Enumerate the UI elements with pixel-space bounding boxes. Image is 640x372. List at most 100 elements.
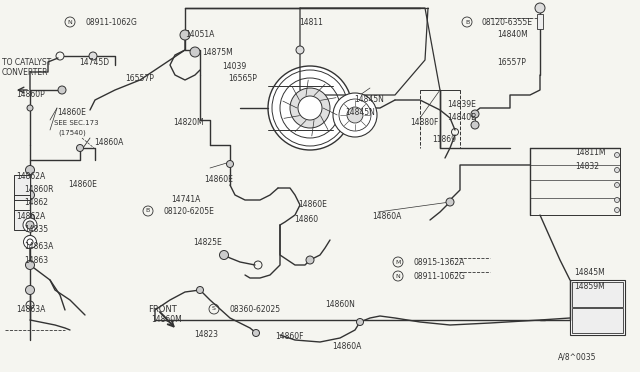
Circle shape bbox=[26, 214, 35, 222]
Text: N: N bbox=[68, 19, 72, 25]
Text: 14745D: 14745D bbox=[79, 58, 109, 67]
Text: 14811M: 14811M bbox=[575, 148, 605, 157]
Bar bbox=[14, 210, 30, 230]
Circle shape bbox=[290, 88, 330, 128]
Text: 14862A: 14862A bbox=[16, 172, 45, 181]
Text: 14860E: 14860E bbox=[57, 108, 86, 117]
Text: S: S bbox=[212, 307, 216, 311]
Circle shape bbox=[333, 93, 377, 137]
Text: 14875M: 14875M bbox=[202, 48, 233, 57]
Text: 14860E: 14860E bbox=[68, 180, 97, 189]
Circle shape bbox=[227, 160, 234, 167]
Circle shape bbox=[347, 107, 363, 123]
Text: 14840M: 14840M bbox=[497, 30, 528, 39]
Bar bbox=[572, 282, 623, 307]
Circle shape bbox=[27, 105, 33, 111]
Text: 14860A: 14860A bbox=[332, 342, 362, 351]
Text: 08915-1362A: 08915-1362A bbox=[413, 258, 465, 267]
Circle shape bbox=[89, 52, 97, 60]
Circle shape bbox=[196, 286, 204, 294]
Circle shape bbox=[26, 190, 35, 199]
Text: 14840B: 14840B bbox=[447, 113, 476, 122]
Circle shape bbox=[471, 121, 479, 129]
Circle shape bbox=[614, 198, 620, 202]
Text: 14859M: 14859M bbox=[574, 282, 605, 291]
Text: 16557P: 16557P bbox=[497, 58, 526, 67]
Text: 08120-6205E: 08120-6205E bbox=[163, 207, 214, 216]
Text: B: B bbox=[146, 208, 150, 214]
Circle shape bbox=[296, 46, 304, 54]
Text: 14860A: 14860A bbox=[94, 138, 124, 147]
Text: 14811: 14811 bbox=[299, 18, 323, 27]
Text: 14820M: 14820M bbox=[173, 118, 204, 127]
Text: 14862: 14862 bbox=[24, 198, 48, 207]
Text: 16557P: 16557P bbox=[125, 74, 154, 83]
Text: B: B bbox=[465, 19, 469, 25]
Bar bbox=[14, 175, 30, 200]
Text: TO CATALYST: TO CATALYST bbox=[2, 58, 51, 67]
Bar bbox=[14, 195, 30, 215]
Text: 14860M: 14860M bbox=[151, 315, 182, 324]
Text: 16565P: 16565P bbox=[228, 74, 257, 83]
Text: 14835: 14835 bbox=[24, 225, 48, 234]
Text: 14845N: 14845N bbox=[354, 95, 384, 104]
Text: M: M bbox=[396, 260, 401, 264]
Circle shape bbox=[471, 110, 479, 118]
Circle shape bbox=[535, 3, 545, 13]
Text: 14825E: 14825E bbox=[193, 238, 221, 247]
Circle shape bbox=[446, 198, 454, 206]
Circle shape bbox=[220, 250, 228, 260]
Circle shape bbox=[298, 96, 322, 120]
Circle shape bbox=[190, 47, 200, 57]
Circle shape bbox=[26, 221, 34, 229]
Circle shape bbox=[26, 260, 35, 269]
Text: 14880F: 14880F bbox=[410, 118, 438, 127]
Text: (17540): (17540) bbox=[58, 130, 86, 137]
Text: 14860R: 14860R bbox=[24, 185, 54, 194]
Bar bbox=[537, 14, 543, 29]
Text: N: N bbox=[396, 273, 401, 279]
Circle shape bbox=[58, 86, 66, 94]
Text: 14039: 14039 bbox=[222, 62, 246, 71]
Text: 14862A: 14862A bbox=[16, 212, 45, 221]
Text: 14741A: 14741A bbox=[171, 195, 200, 204]
Text: 14860A: 14860A bbox=[372, 212, 401, 221]
Circle shape bbox=[24, 235, 36, 248]
Circle shape bbox=[306, 256, 314, 264]
Circle shape bbox=[180, 30, 190, 40]
Circle shape bbox=[614, 167, 620, 173]
Text: 08911-1062G: 08911-1062G bbox=[85, 18, 137, 27]
Text: A/8^0035: A/8^0035 bbox=[558, 352, 596, 361]
Text: SEE SEC.173: SEE SEC.173 bbox=[54, 120, 99, 126]
Text: 14860: 14860 bbox=[294, 215, 318, 224]
Circle shape bbox=[26, 235, 35, 244]
Text: CONVERTER: CONVERTER bbox=[2, 68, 49, 77]
Circle shape bbox=[268, 66, 352, 150]
Circle shape bbox=[23, 218, 37, 232]
Text: 14860E: 14860E bbox=[298, 200, 327, 209]
Circle shape bbox=[614, 153, 620, 157]
Circle shape bbox=[356, 318, 364, 326]
Text: 14823: 14823 bbox=[194, 330, 218, 339]
Text: 08360-62025: 08360-62025 bbox=[229, 305, 280, 314]
Text: 14845M: 14845M bbox=[574, 268, 605, 277]
Circle shape bbox=[77, 144, 83, 151]
Text: 14051A: 14051A bbox=[185, 30, 214, 39]
Text: FRONT: FRONT bbox=[148, 305, 177, 314]
Circle shape bbox=[253, 330, 259, 337]
Circle shape bbox=[26, 285, 35, 295]
Text: 14845N: 14845N bbox=[345, 108, 375, 117]
Text: 14863A: 14863A bbox=[24, 242, 53, 251]
Text: 11869: 11869 bbox=[432, 135, 456, 144]
Text: 14860P: 14860P bbox=[16, 90, 45, 99]
Bar bbox=[570, 280, 625, 335]
Text: 14863A: 14863A bbox=[16, 305, 45, 314]
Circle shape bbox=[614, 208, 620, 212]
Text: 14860E: 14860E bbox=[204, 175, 233, 184]
Text: 14832: 14832 bbox=[575, 162, 599, 171]
Text: 14839E: 14839E bbox=[447, 100, 476, 109]
Text: 14863: 14863 bbox=[24, 256, 48, 265]
Text: 08911-1062G: 08911-1062G bbox=[413, 272, 465, 281]
Circle shape bbox=[614, 183, 620, 187]
Text: 14860N: 14860N bbox=[325, 300, 355, 309]
